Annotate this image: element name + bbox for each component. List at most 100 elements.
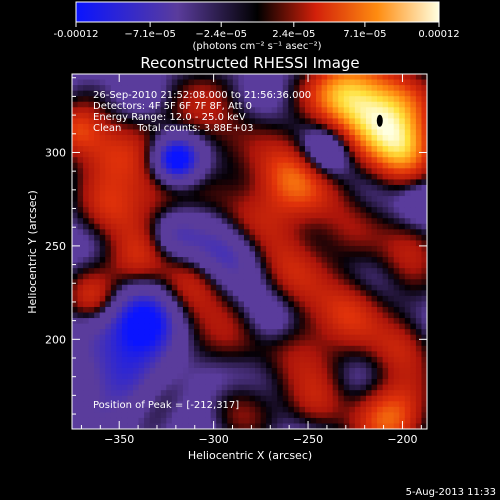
heatmap-cell (149, 196, 156, 203)
heatmap-cell (410, 234, 417, 242)
heatmap-cell (210, 129, 217, 136)
heatmap-cell (288, 107, 295, 114)
heatmap-cell (349, 312, 356, 319)
heatmap-cell (388, 240, 395, 247)
heatmap-cell (138, 245, 145, 253)
heatmap-cell (144, 96, 151, 103)
heatmap-cell (88, 140, 95, 147)
heatmap-cell (299, 173, 306, 180)
heatmap-cell (99, 79, 106, 86)
heatmap-cell (288, 301, 295, 308)
heatmap-cell (321, 318, 328, 325)
heatmap-cell (393, 79, 400, 86)
heatmap-cell (288, 268, 295, 275)
heatmap-cell (299, 373, 306, 380)
heatmap-cell (99, 107, 106, 114)
heatmap-cell (77, 218, 84, 225)
heatmap-cell (354, 379, 362, 386)
heatmap-cell (338, 140, 345, 147)
heatmap-cell (121, 135, 129, 142)
heatmap-cell (393, 90, 400, 97)
heatmap-cell (149, 240, 156, 247)
heatmap-cell (177, 390, 184, 397)
heatmap-cell (188, 412, 195, 419)
heatmap-cell (327, 351, 334, 358)
heatmap-cell (271, 179, 278, 186)
heatmap-cell (349, 223, 356, 230)
heatmap-cell (210, 295, 217, 303)
heatmap-cell (121, 401, 129, 408)
heatmap-cell (293, 390, 301, 397)
heatmap-cell (110, 362, 117, 369)
heatmap-cell (282, 373, 289, 380)
heatmap-cell (227, 412, 234, 419)
heatmap-cell (293, 379, 301, 386)
heatmap-cell (299, 101, 306, 108)
heatmap-cell (310, 118, 317, 125)
heatmap-cell (138, 323, 145, 330)
heatmap-cell (343, 257, 350, 264)
heatmap-cell (160, 112, 167, 119)
heatmap-cell (138, 362, 145, 369)
heatmap-cell (321, 362, 328, 369)
heatmap-cell (332, 112, 339, 119)
heatmap-cell (327, 295, 334, 303)
heatmap-cell (149, 229, 156, 236)
heatmap-cell (266, 140, 273, 147)
heatmap-cell (271, 218, 278, 225)
heatmap-cell (299, 79, 306, 86)
heatmap-cell (166, 245, 173, 253)
heatmap-cell (149, 290, 156, 297)
heatmap-cell (299, 312, 306, 319)
heatmap-cell (316, 140, 323, 147)
heatmap-cell (199, 329, 206, 336)
heatmap-cell (221, 390, 228, 397)
heatmap-cell (149, 257, 156, 264)
heatmap-cell (304, 218, 312, 225)
heatmap-cell (144, 284, 151, 291)
heatmap-cell (116, 196, 123, 203)
heatmap-cell (232, 340, 240, 347)
heatmap-cell (77, 201, 84, 208)
heatmap-cell (149, 168, 156, 175)
heatmap-cell (399, 90, 406, 97)
heatmap-cell (365, 85, 373, 92)
heatmap-cell (382, 284, 389, 291)
heatmap-cell (210, 251, 217, 258)
heatmap-cell (72, 257, 79, 264)
heatmap-cell (382, 340, 389, 347)
heatmap-cell (77, 279, 84, 286)
heatmap-cell (221, 85, 228, 92)
heatmap-cell (238, 334, 245, 341)
heatmap-cell (116, 157, 123, 164)
heatmap-cell (177, 184, 184, 192)
heatmap-cell (177, 201, 184, 208)
heatmap-cell (232, 245, 240, 253)
heatmap-cell (354, 423, 362, 429)
heatmap-cell (205, 340, 212, 347)
heatmap-cell (349, 423, 356, 429)
heatmap-cell (144, 329, 151, 336)
heatmap-cell (277, 223, 284, 230)
heatmap-cell (155, 306, 162, 314)
heatmap-cell (177, 334, 184, 341)
heatmap-cell (277, 390, 284, 397)
heatmap-cell (155, 218, 162, 225)
heatmap-cell (194, 390, 201, 397)
heatmap-cell (354, 395, 362, 402)
heatmap-cell (288, 262, 295, 269)
heatmap-cell (194, 129, 201, 136)
heatmap-cell (227, 334, 234, 341)
heatmap-cell (310, 423, 317, 429)
heatmap-cell (260, 212, 267, 219)
heatmap-cell (177, 129, 184, 136)
heatmap-cell (371, 129, 378, 136)
heatmap-cell (266, 379, 273, 386)
heatmap-cell (210, 395, 217, 402)
heatmap-cell (238, 356, 245, 364)
heatmap-cell (88, 312, 95, 319)
heatmap-cell (415, 212, 423, 219)
heatmap-cell (138, 223, 145, 230)
heatmap-cell (332, 312, 339, 319)
heatmap-cell (282, 395, 289, 402)
